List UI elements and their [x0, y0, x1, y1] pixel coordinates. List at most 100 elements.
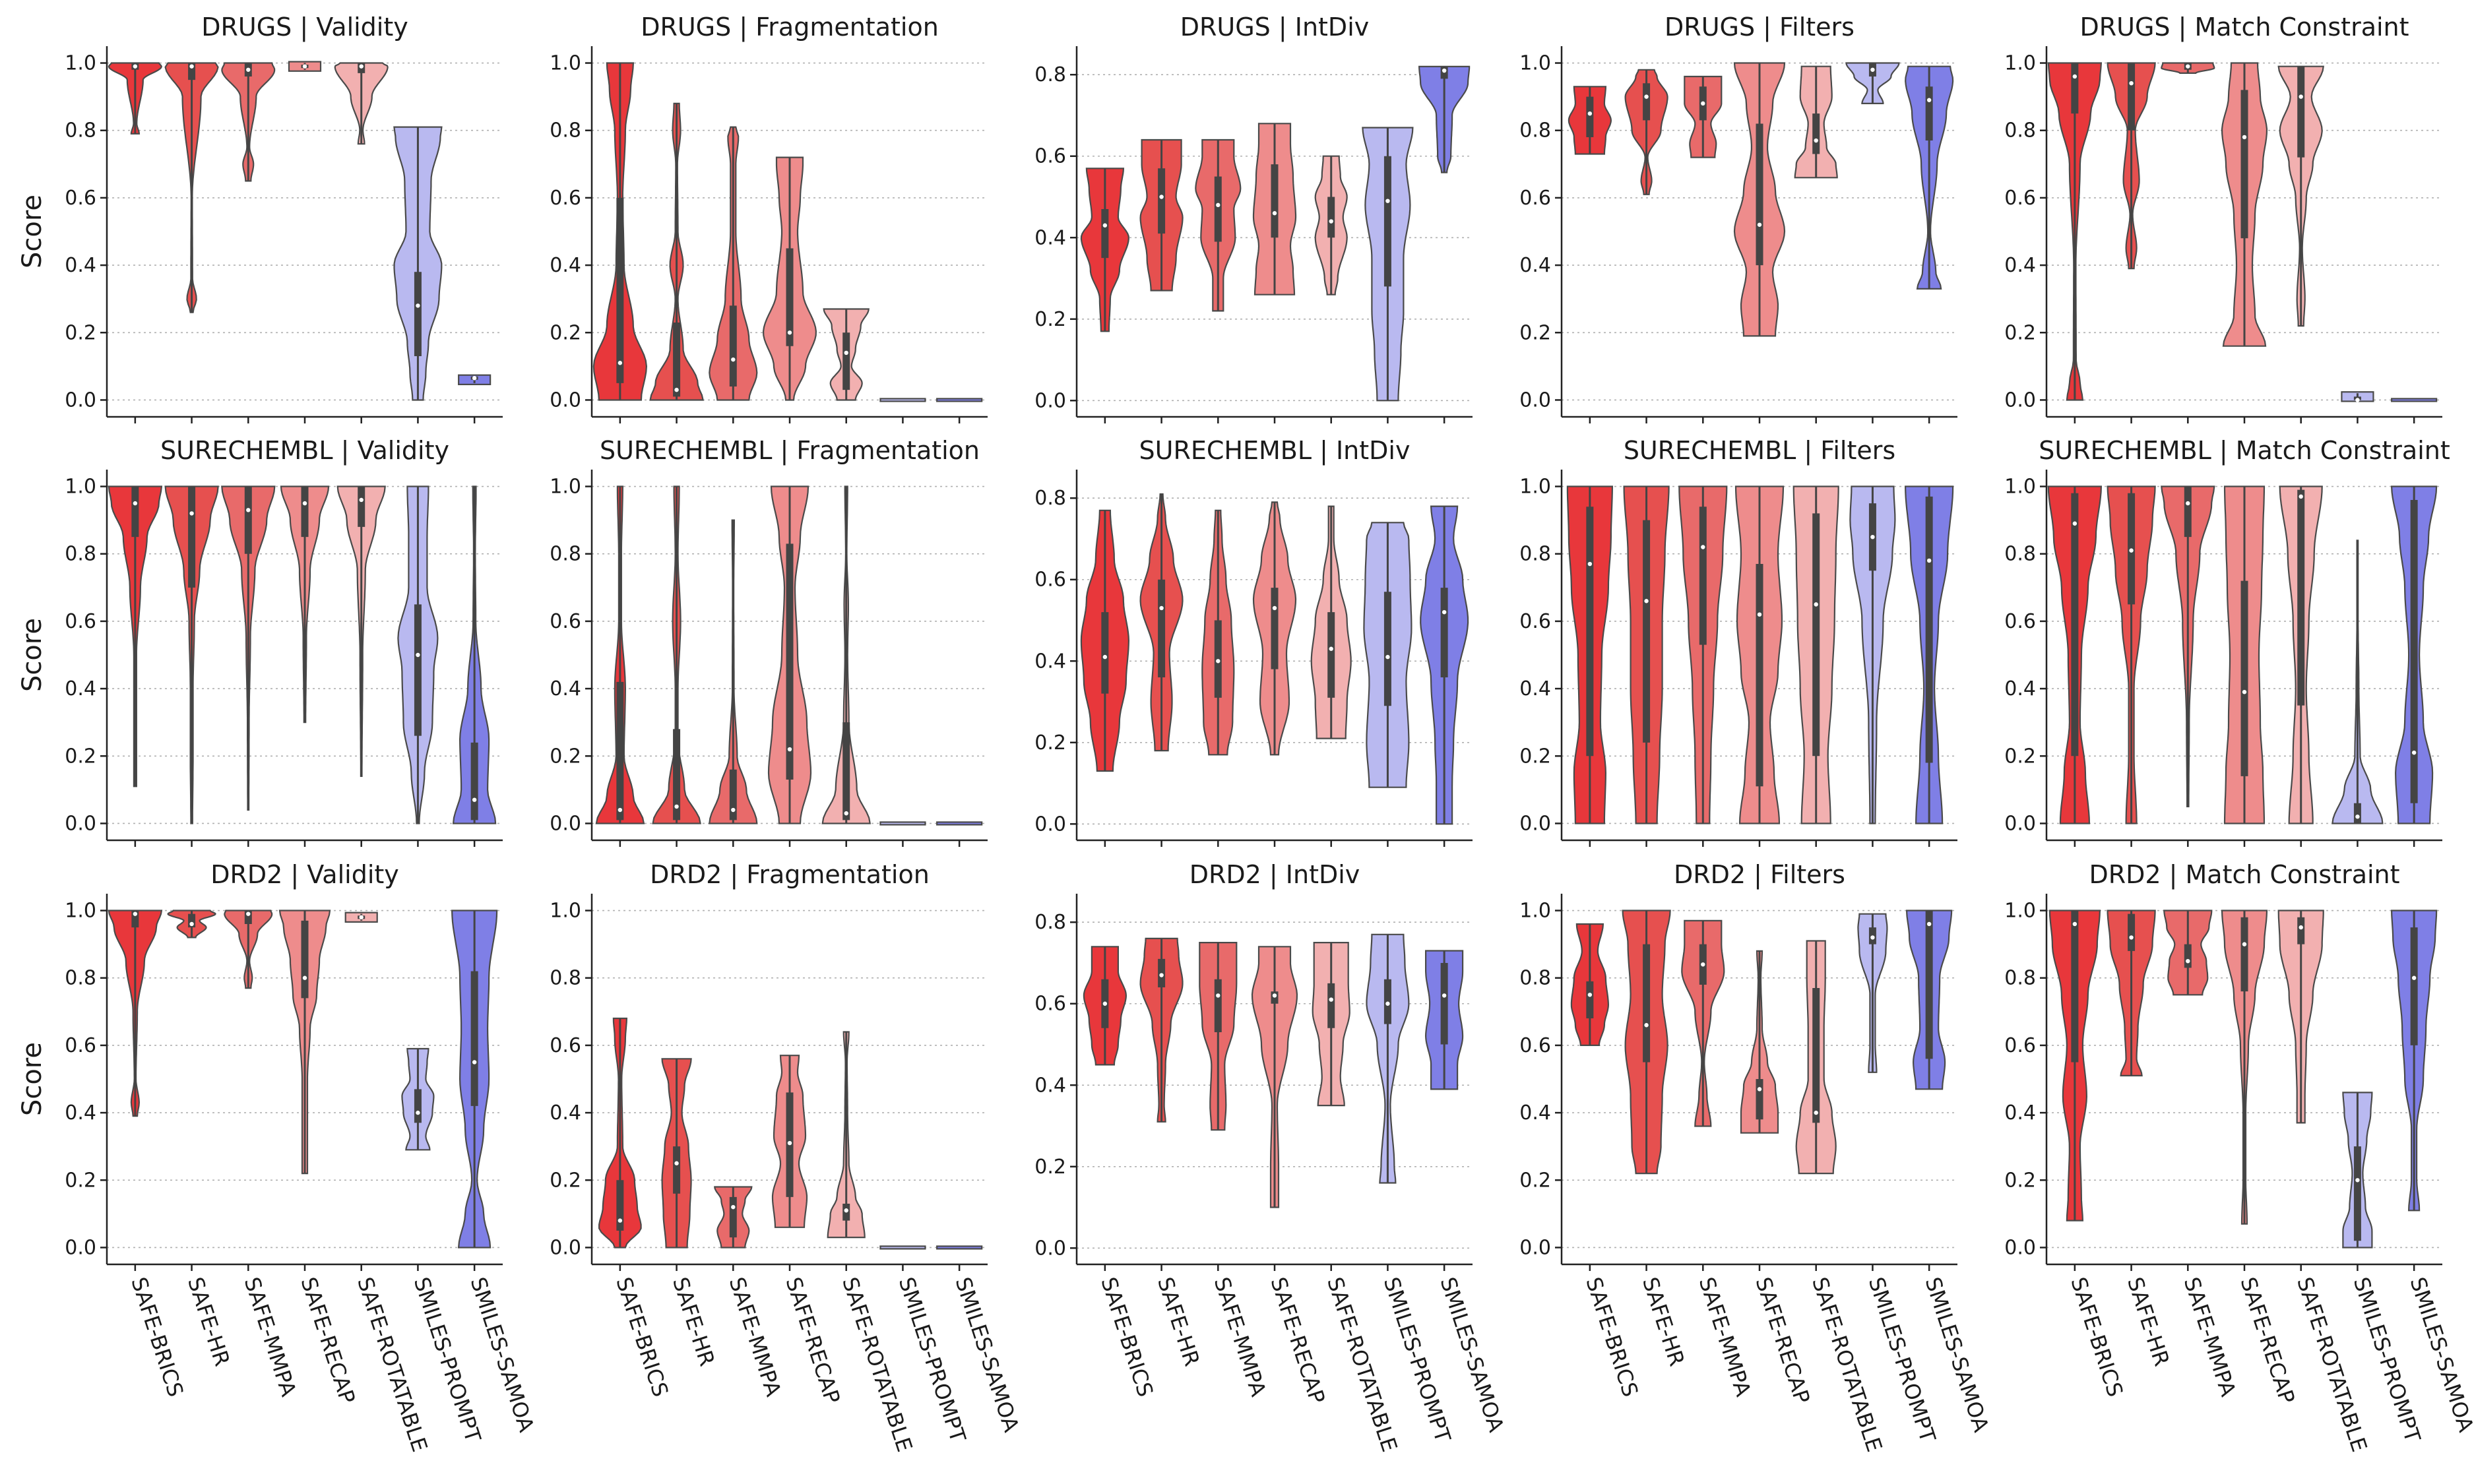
- y-tick-label: 0.4: [550, 254, 581, 277]
- violin: [2277, 910, 2324, 1124]
- y-tick-label: 0.8: [65, 967, 96, 990]
- violin: [344, 912, 378, 923]
- x-tick-label: SAFE-HR: [2122, 1274, 2174, 1369]
- y-tick-label: 0.4: [65, 677, 96, 700]
- panel-title: SURECHEMBL | Filters: [1624, 436, 1895, 466]
- violin: [709, 126, 758, 401]
- violin: [879, 821, 926, 826]
- x-tick-label: SAFE-BRICS: [1581, 1274, 1643, 1400]
- x-tick-label: SAFE-RECAP: [296, 1274, 360, 1407]
- violin: [167, 910, 216, 939]
- violin: [1312, 942, 1350, 1107]
- y-tick-label: 0.0: [2004, 812, 2036, 835]
- y-tick-label: 0.8: [550, 967, 581, 990]
- y-tick-label: 0.6: [550, 610, 581, 633]
- y-tick-label: 0.2: [2004, 745, 2036, 768]
- panel-title: SURECHEMBL | Fragmentation: [600, 436, 980, 466]
- violin: [1566, 485, 1614, 824]
- violin: [1570, 923, 1610, 1046]
- violin: [451, 910, 498, 1249]
- violin: [2161, 62, 2215, 74]
- y-tick-label: 0.6: [2004, 1034, 2036, 1057]
- violin: [221, 62, 276, 182]
- violin: [709, 519, 758, 824]
- y-tick-label: 0.2: [1034, 308, 1066, 331]
- y-tick-label: 0.8: [1519, 967, 1551, 990]
- y-tick-label: 0.2: [1519, 745, 1551, 768]
- y-tick-label: 0.0: [65, 812, 96, 835]
- violin: [1795, 940, 1837, 1175]
- violin: [595, 485, 645, 824]
- violin: [1792, 485, 1839, 824]
- violin-median: [1272, 211, 1277, 216]
- violin-median: [1216, 993, 1221, 998]
- violin: [458, 374, 492, 386]
- violin-median: [1587, 111, 1593, 116]
- violin: [278, 910, 331, 1175]
- panel-title: SURECHEMBL | IntDiv: [1139, 436, 1411, 466]
- y-axis-label: Score: [17, 195, 48, 268]
- violin: [1252, 501, 1297, 756]
- violin: [827, 1031, 866, 1239]
- chart-panel: 0.0 0.2 0.4 0.6 0.8 1.0 DRUGS | Fragmentation: [550, 13, 988, 423]
- y-tick-label: 0.4: [2004, 677, 2036, 700]
- violin-median: [2186, 501, 2190, 506]
- violin-median: [618, 1218, 623, 1223]
- y-tick-label: 0.0: [1034, 389, 1066, 412]
- violin: [1139, 493, 1184, 752]
- violin-median: [1587, 993, 1593, 997]
- y-tick-label: 0.6: [1519, 1034, 1551, 1057]
- y-tick-label: 0.4: [1034, 226, 1066, 249]
- violin-median: [2299, 494, 2303, 499]
- x-tick-label: SAFE-BRICS: [611, 1274, 673, 1400]
- violin: [1363, 522, 1412, 788]
- violin-median: [2072, 921, 2078, 927]
- violin-median: [2355, 398, 2360, 402]
- violin: [1251, 946, 1298, 1208]
- panel-title: DRUGS | Filters: [1665, 13, 1855, 42]
- y-tick-label: 0.0: [550, 1236, 581, 1259]
- panel-title: DRUGS | Match Constraint: [2079, 13, 2409, 42]
- violin: [1905, 65, 1954, 290]
- violin: [1857, 913, 1888, 1073]
- y-tick-label: 0.6: [65, 1034, 96, 1057]
- violin-median: [1870, 534, 1875, 540]
- violin: [661, 1058, 692, 1249]
- violin: [1362, 127, 1414, 402]
- y-tick-label: 1.0: [2004, 900, 2036, 923]
- violin: [1733, 62, 1786, 337]
- y-tick-label: 0.6: [1034, 993, 1066, 1016]
- y-tick-label: 0.0: [1034, 1237, 1066, 1260]
- y-tick-label: 1.0: [550, 52, 581, 75]
- violin-median: [1701, 545, 1705, 549]
- y-tick-label: 0.8: [550, 119, 581, 142]
- violin: [1195, 139, 1242, 312]
- violin: [393, 126, 443, 401]
- violin-median: [2299, 94, 2303, 99]
- x-tick-label: SAFE-HR: [668, 1274, 720, 1369]
- violin: [936, 398, 983, 402]
- violin-median: [133, 64, 138, 69]
- y-tick-label: 0.6: [550, 1034, 581, 1057]
- violin: [879, 398, 926, 402]
- violin: [2391, 398, 2438, 402]
- violin-median: [302, 975, 307, 980]
- violin-median: [2129, 81, 2134, 86]
- violin-median: [2072, 74, 2078, 79]
- violin-median: [2129, 935, 2134, 940]
- panel-title: DRD2 | Validity: [210, 860, 399, 890]
- violin-median: [416, 652, 420, 658]
- violin-median: [2411, 975, 2417, 980]
- y-tick-label: 0.0: [2004, 388, 2036, 412]
- violin: [224, 910, 273, 989]
- violin: [1845, 62, 1900, 104]
- violin: [1734, 485, 1785, 824]
- violin: [1083, 946, 1127, 1066]
- violin-median: [618, 807, 623, 813]
- panel-title: DRUGS | Fragmentation: [641, 13, 939, 42]
- violin-median: [2242, 690, 2247, 695]
- violin-median: [472, 797, 477, 802]
- violin-median: [1814, 1110, 1818, 1115]
